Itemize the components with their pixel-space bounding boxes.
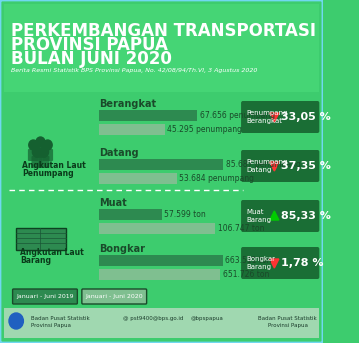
Text: Badan Pusat Statistik
Provinsi Papua: Badan Pusat Statistik Provinsi Papua: [258, 316, 317, 328]
Text: Barang: Barang: [20, 256, 51, 265]
FancyBboxPatch shape: [28, 149, 39, 161]
FancyBboxPatch shape: [241, 200, 319, 232]
Text: Datang: Datang: [99, 148, 139, 158]
FancyBboxPatch shape: [99, 124, 164, 135]
Circle shape: [36, 137, 45, 147]
FancyBboxPatch shape: [241, 247, 319, 279]
Polygon shape: [270, 113, 279, 122]
FancyBboxPatch shape: [99, 110, 197, 121]
Text: Penumpang
Berangkat: Penumpang Berangkat: [247, 110, 288, 124]
Circle shape: [9, 313, 23, 329]
FancyBboxPatch shape: [13, 289, 77, 304]
Text: 663.511 ton: 663.511 ton: [225, 256, 272, 265]
Text: Januari - Juni 2019: Januari - Juni 2019: [16, 294, 74, 299]
Text: Muat: Muat: [99, 198, 127, 208]
Text: 85,33 %: 85,33 %: [281, 211, 331, 221]
Polygon shape: [270, 259, 279, 268]
Text: Muat
Barang: Muat Barang: [247, 209, 271, 223]
FancyBboxPatch shape: [99, 209, 162, 220]
Text: Penumpang: Penumpang: [23, 169, 74, 178]
Circle shape: [43, 140, 52, 150]
FancyBboxPatch shape: [35, 146, 46, 158]
Text: Penumpang
Datang: Penumpang Datang: [247, 159, 288, 173]
Text: PROVINSI PAPUA: PROVINSI PAPUA: [11, 36, 168, 54]
FancyBboxPatch shape: [82, 289, 146, 304]
Text: 67.656 penumpang: 67.656 penumpang: [200, 111, 275, 120]
Text: 106.747 ton: 106.747 ton: [218, 224, 264, 233]
FancyBboxPatch shape: [99, 173, 177, 184]
Text: BULAN JUNI 2020: BULAN JUNI 2020: [11, 50, 172, 68]
Text: 1,78 %: 1,78 %: [281, 258, 323, 268]
FancyBboxPatch shape: [4, 4, 319, 92]
Text: Angkutan Laut: Angkutan Laut: [23, 161, 86, 170]
FancyBboxPatch shape: [99, 159, 223, 170]
Text: Berita Resmi Statistik BPS Provinsi Papua, No. 42/08/94/Th.VI, 3 Agustus 2020: Berita Resmi Statistik BPS Provinsi Papu…: [11, 68, 257, 73]
Circle shape: [29, 140, 38, 150]
Text: Badan Pusat Statistik
Provinsi Papua: Badan Pusat Statistik Provinsi Papua: [32, 316, 90, 328]
Text: 85.687 penumpang: 85.687 penumpang: [226, 160, 301, 169]
Text: PERKEMBANGAN TRANSPORTASI: PERKEMBANGAN TRANSPORTASI: [11, 22, 316, 40]
FancyBboxPatch shape: [99, 269, 220, 280]
FancyBboxPatch shape: [16, 228, 66, 250]
FancyBboxPatch shape: [0, 0, 323, 343]
Text: Bongkar: Bongkar: [99, 244, 145, 254]
FancyBboxPatch shape: [32, 156, 42, 168]
FancyBboxPatch shape: [42, 149, 53, 161]
Text: 45.295 penumpang: 45.295 penumpang: [167, 125, 242, 134]
Text: 37,35 %: 37,35 %: [281, 161, 331, 171]
Text: Bongkar
Barang: Bongkar Barang: [247, 256, 275, 270]
FancyBboxPatch shape: [99, 223, 215, 234]
Circle shape: [32, 147, 41, 157]
Text: 651.726 ton: 651.726 ton: [223, 270, 270, 279]
Text: Berangkat: Berangkat: [99, 99, 156, 109]
FancyBboxPatch shape: [4, 308, 319, 338]
Text: @bpspapua: @bpspapua: [191, 316, 223, 321]
Text: Januari - Juni 2020: Januari - Juni 2020: [85, 294, 143, 299]
Text: Angkutan Laut: Angkutan Laut: [20, 248, 84, 257]
Text: 53.684 penumpang: 53.684 penumpang: [180, 174, 255, 183]
Text: @ pst9400@bps.go.id: @ pst9400@bps.go.id: [123, 316, 183, 321]
FancyBboxPatch shape: [99, 255, 223, 266]
Polygon shape: [270, 211, 279, 220]
Text: 57.599 ton: 57.599 ton: [164, 210, 206, 219]
Text: 33,05 %: 33,05 %: [281, 112, 330, 122]
Polygon shape: [270, 162, 279, 171]
FancyBboxPatch shape: [39, 156, 50, 168]
FancyBboxPatch shape: [241, 150, 319, 182]
Circle shape: [39, 147, 48, 157]
FancyBboxPatch shape: [241, 101, 319, 133]
